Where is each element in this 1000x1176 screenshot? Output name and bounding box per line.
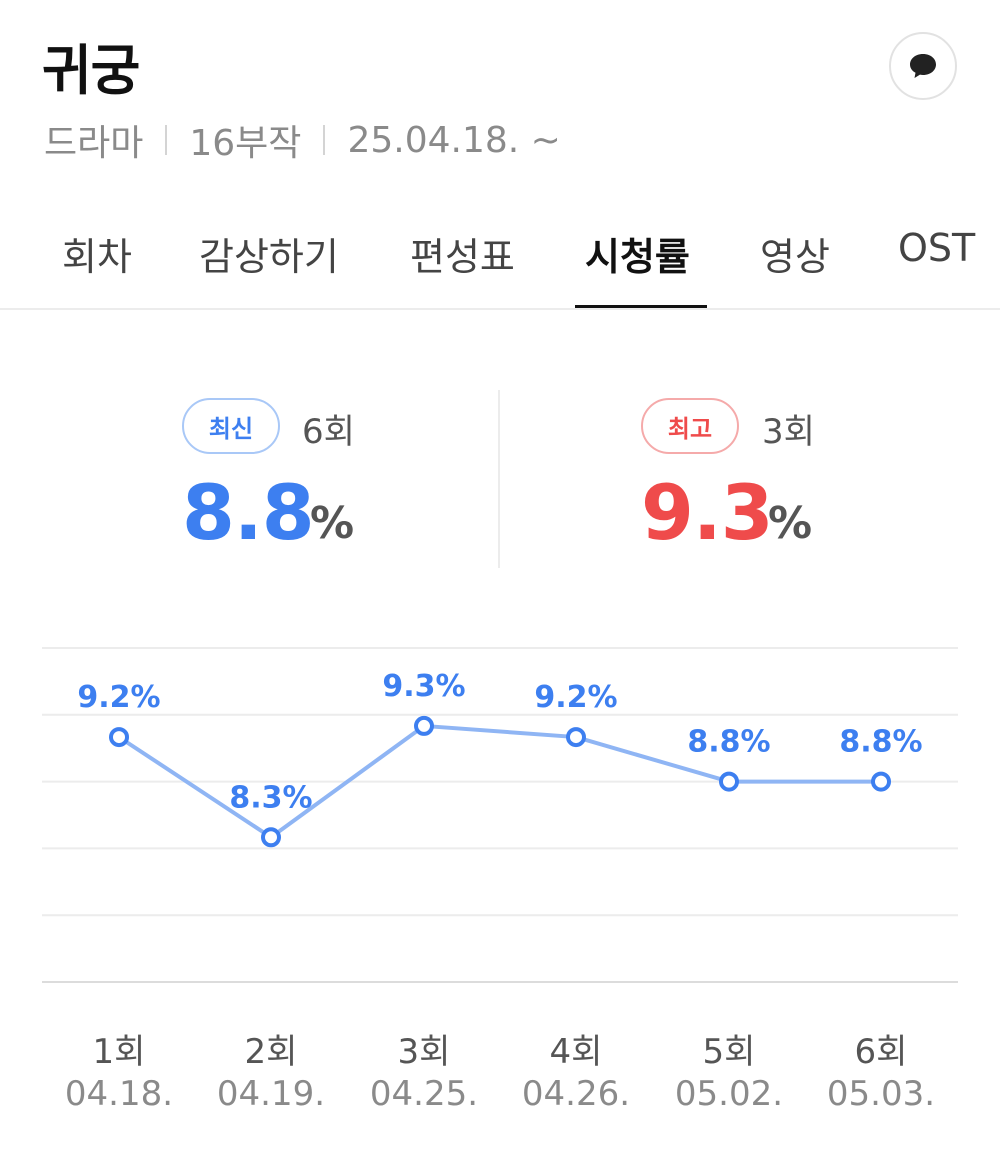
x-axis-tick: 1회 04.18. (39, 1024, 199, 1114)
air-date: 25.04.18. ~ (347, 119, 561, 161)
episode-tick-label: 2회 (244, 1032, 298, 1072)
tab-bar: 회차 감상하기 편성표 시청률 영상 OST (0, 196, 1000, 310)
data-point[interactable] (414, 715, 434, 736)
ratings-chart: 9.2% 8.3% 9.3% 9.2% 8.8% 8.8% 1회 04.18. 2회 04.19… (0, 620, 1000, 1160)
episode-tick-label: 1회 (92, 1032, 146, 1072)
tab-watch[interactable]: 감상하기 (199, 235, 339, 279)
rating-summary: 최신 6회 8.8 % 최고 3회 9.3 % (0, 390, 1000, 570)
meta-divider (323, 125, 326, 155)
highest-episode: 3회 (762, 412, 815, 452)
episode-tick-label: 4회 (549, 1032, 603, 1072)
date-tick-label: 04.25. (369, 1074, 479, 1114)
tab-schedule[interactable]: 편성표 (410, 235, 515, 279)
date-tick-label: 04.19. (216, 1074, 326, 1114)
data-point[interactable] (871, 771, 891, 792)
episode-tick-label: 6회 (854, 1032, 908, 1072)
genre-label: 드라마 (44, 123, 144, 164)
data-label: 8.8% (687, 725, 770, 760)
data-point[interactable] (719, 771, 739, 792)
latest-badge: 최신 (182, 398, 280, 454)
episode-count: 16부작 (189, 123, 302, 164)
data-point[interactable] (109, 727, 129, 748)
ratings-series-line (117, 723, 881, 840)
active-tab-indicator (575, 305, 707, 308)
date-tick-label: 05.03. (826, 1074, 936, 1114)
x-axis-tick: 2회 04.19. (191, 1024, 351, 1114)
tab-ost[interactable]: OST (898, 226, 976, 270)
episode-tick-label: 3회 (397, 1032, 451, 1072)
data-point[interactable] (261, 827, 281, 848)
tab-ratings[interactable]: 시청률 (585, 235, 690, 279)
speech-bubble-icon (910, 54, 936, 78)
tab-videos[interactable]: 영상 (760, 235, 830, 279)
data-label: 8.3% (229, 780, 312, 815)
program-meta: 드라마 16부작 25.04.18. ~ (44, 114, 561, 166)
meta-divider (165, 125, 168, 155)
tab-episodes[interactable]: 회차 (62, 235, 132, 279)
data-label: 8.8% (839, 725, 922, 760)
episode-tick-label: 5회 (702, 1032, 756, 1072)
summary-divider (498, 390, 500, 568)
highest-badge: 최고 (641, 398, 739, 454)
x-axis-tick: 3회 04.25. (344, 1024, 504, 1114)
latest-rating-unit: % (310, 498, 355, 549)
x-axis-tick: 4회 04.26. (496, 1024, 656, 1114)
date-tick-label: 04.26. (521, 1074, 631, 1114)
ratings-chart-svg: 9.2% 8.3% 9.3% 9.2% 8.8% 8.8% (42, 647, 958, 983)
comment-button[interactable] (889, 32, 957, 100)
data-label: 9.3% (382, 669, 465, 704)
data-label: 9.2% (77, 680, 160, 715)
program-title: 귀궁 (42, 39, 140, 102)
date-tick-label: 05.02. (674, 1074, 784, 1114)
latest-episode: 6회 (302, 412, 355, 452)
x-axis-tick: 6회 05.03. (801, 1024, 961, 1114)
data-label: 9.2% (534, 680, 617, 715)
data-point[interactable] (566, 727, 586, 748)
highest-rating-value: 9.3 (641, 468, 774, 557)
highest-rating-unit: % (768, 498, 813, 549)
date-tick-label: 04.18. (64, 1074, 174, 1114)
latest-rating-value: 8.8 (182, 468, 315, 557)
program-header: 귀궁 드라마 16부작 25.04.18. ~ (0, 0, 1000, 180)
x-axis-tick: 5회 05.02. (649, 1024, 809, 1114)
